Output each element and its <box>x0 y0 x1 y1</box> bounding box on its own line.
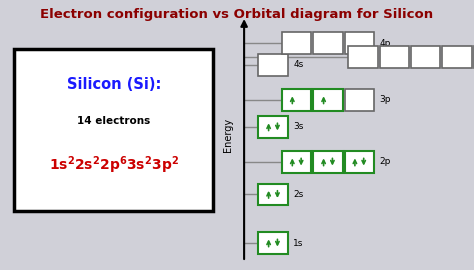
Text: 2s: 2s <box>293 190 304 199</box>
Bar <box>380 46 409 68</box>
Text: 1s: 1s <box>293 238 304 248</box>
Bar <box>313 89 343 111</box>
Bar <box>345 151 374 173</box>
Bar <box>282 32 311 54</box>
Text: 2p: 2p <box>380 157 391 167</box>
Bar <box>345 89 374 111</box>
Bar <box>282 89 311 111</box>
Bar <box>411 46 440 68</box>
Bar <box>442 46 472 68</box>
Text: 4s: 4s <box>293 60 304 69</box>
Bar <box>313 151 343 173</box>
Text: 3p: 3p <box>380 95 391 104</box>
Text: 4p: 4p <box>380 39 391 48</box>
Bar <box>14 49 213 211</box>
Text: 14 electrons: 14 electrons <box>77 116 150 127</box>
Text: Energy: Energy <box>222 118 233 152</box>
Text: Electron configuration vs Orbital diagram for Silicon: Electron configuration vs Orbital diagra… <box>40 8 434 21</box>
Bar <box>348 46 378 68</box>
Text: $\mathbf{1s^22s^22p^63s^23p^2}$: $\mathbf{1s^22s^22p^63s^23p^2}$ <box>49 154 179 176</box>
Text: 3s: 3s <box>293 122 304 131</box>
Bar <box>258 116 288 138</box>
Bar <box>258 184 288 205</box>
Bar <box>258 54 288 76</box>
Bar <box>258 232 288 254</box>
Bar <box>345 32 374 54</box>
Bar <box>282 151 311 173</box>
Text: Silicon (Si):: Silicon (Si): <box>66 77 161 92</box>
Bar <box>313 32 343 54</box>
